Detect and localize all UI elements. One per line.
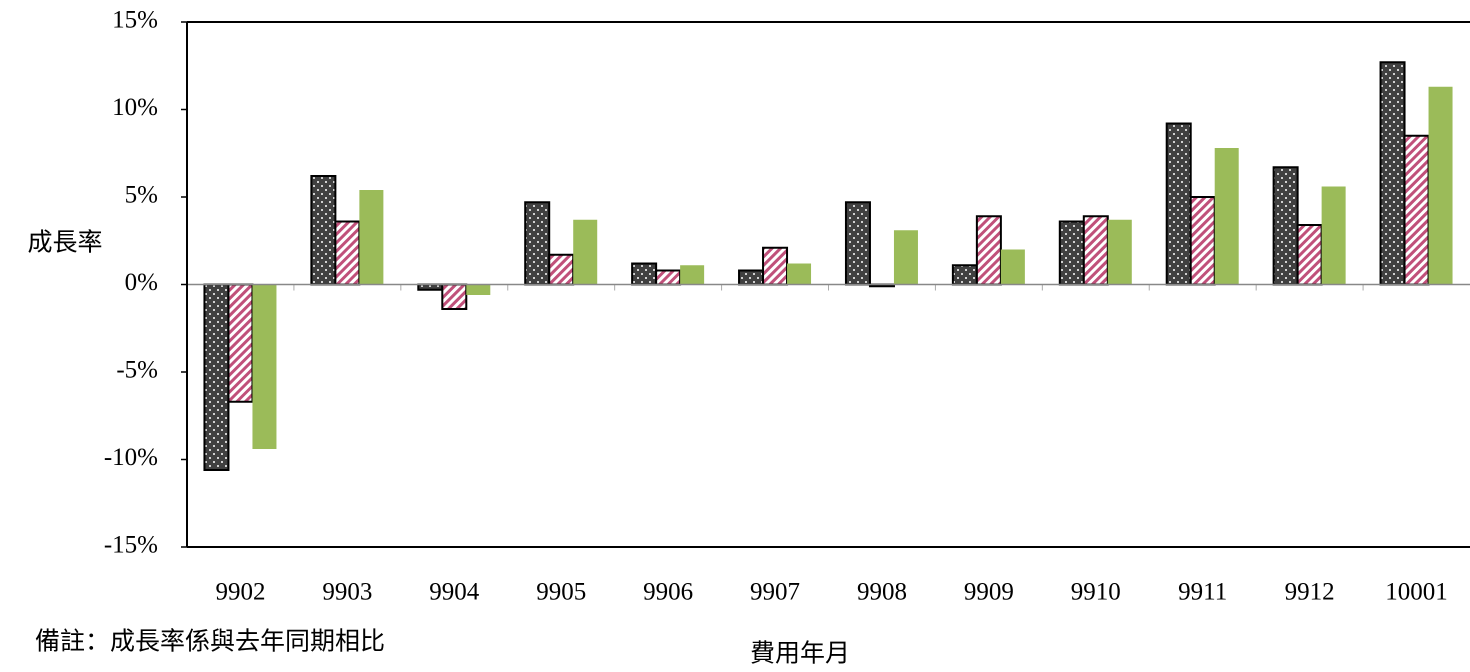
bar — [1379, 61, 1406, 286]
bar — [524, 201, 551, 286]
bar — [548, 253, 575, 286]
bar — [310, 175, 337, 286]
bar — [975, 215, 1002, 286]
x-tick-label: 9910 — [1071, 579, 1121, 606]
bar — [252, 284, 277, 449]
bar — [573, 219, 598, 285]
x-tick-label: 9905 — [536, 579, 586, 606]
x-tick-label: 9908 — [857, 579, 907, 606]
bar — [359, 190, 384, 285]
bar — [417, 283, 444, 291]
y-tick-label: 10% — [112, 94, 158, 121]
bar — [227, 283, 254, 403]
y-tick-label: 5% — [125, 182, 158, 209]
bar — [203, 283, 230, 471]
x-tick-label: 9904 — [429, 579, 480, 606]
y-tick-label: 0% — [125, 269, 158, 296]
bar — [787, 263, 812, 285]
bar — [1082, 215, 1109, 286]
x-tick-label: 10001 — [1385, 579, 1448, 606]
y-tick-label: -10% — [104, 444, 158, 471]
bar — [762, 246, 789, 286]
x-tick-label: 9912 — [1285, 579, 1335, 606]
x-tick-label: 9911 — [1178, 579, 1227, 606]
bar — [1000, 249, 1025, 285]
bar — [1189, 196, 1216, 286]
x-tick-label: 9906 — [643, 579, 693, 606]
x-axis-label: 費用年月 — [750, 640, 850, 668]
x-tick-label: 9903 — [322, 579, 372, 606]
note: 備註：成長率係與去年同期相比 — [35, 628, 385, 656]
x-tick-label: 9907 — [750, 579, 800, 606]
bar — [655, 269, 682, 286]
bar — [844, 201, 871, 286]
bar — [1058, 220, 1085, 286]
bar — [738, 269, 765, 286]
y-tick-label: -15% — [104, 532, 158, 559]
bar — [334, 220, 361, 286]
x-tick-label: 9909 — [964, 579, 1014, 606]
bar — [893, 230, 918, 285]
bar — [1214, 148, 1239, 285]
bar — [1428, 86, 1453, 285]
bar — [680, 265, 705, 285]
bar — [1165, 122, 1192, 286]
y-tick-label: -5% — [116, 357, 158, 384]
bar — [1321, 186, 1346, 285]
bar — [631, 262, 658, 286]
bar — [951, 264, 978, 286]
bar — [441, 283, 468, 310]
x-tick-label: 9902 — [215, 579, 265, 606]
y-tick-label: 15% — [112, 7, 158, 34]
bar — [1272, 166, 1299, 286]
bar — [1107, 219, 1132, 285]
bar — [1296, 224, 1323, 286]
y-axis-label: 成長率 — [27, 229, 102, 257]
bar — [1403, 134, 1430, 286]
bar — [466, 284, 491, 295]
